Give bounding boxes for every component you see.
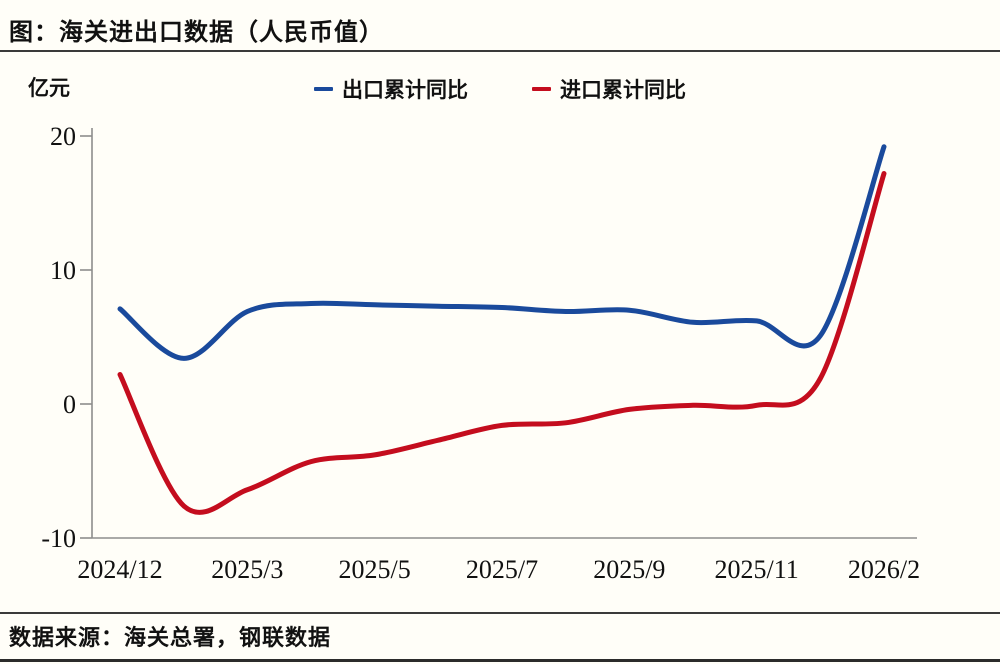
export-line xyxy=(117,144,887,361)
legend-label-export: 出口累计同比 xyxy=(342,78,468,102)
legend-item-export: 出口累计同比 xyxy=(314,74,468,104)
x-tick-label: 2025/11 xyxy=(715,555,799,584)
series-group xyxy=(117,144,887,515)
x-tick-label: 2025/3 xyxy=(211,555,283,584)
legend-marker-export xyxy=(314,87,333,91)
data-source: 数据来源：海关总署，钢联数据 xyxy=(9,625,332,650)
import-line xyxy=(117,171,887,515)
legend-marker-import xyxy=(532,87,551,91)
x-tick-label: 2025/5 xyxy=(339,555,411,584)
footer-divider xyxy=(0,612,1000,614)
x-tick-label: 2026/2 xyxy=(848,555,920,584)
legend-item-import: 进口累计同比 xyxy=(532,74,686,104)
axes-group xyxy=(91,128,917,539)
ticks-group xyxy=(80,135,92,539)
x-tick-label: 2025/9 xyxy=(593,555,665,584)
chart-title: 图：海关进出口数据（人民币值） xyxy=(9,20,384,46)
legend: 出口累计同比 进口累计同比 xyxy=(0,74,1000,104)
y-tick-label: 20 xyxy=(50,122,76,151)
y-tick-label: -10 xyxy=(41,524,76,553)
legend-label-import: 进口累计同比 xyxy=(560,78,686,102)
y-tick-label: 0 xyxy=(63,390,76,419)
x-tick-label: 2025/7 xyxy=(466,555,538,584)
title-divider xyxy=(0,50,1000,52)
bottom-border xyxy=(0,659,1000,662)
y-axis-unit-label: 亿元 xyxy=(28,76,70,100)
y-tick-label: 10 xyxy=(50,256,76,285)
x-tick-label: 2024/12 xyxy=(77,555,162,584)
